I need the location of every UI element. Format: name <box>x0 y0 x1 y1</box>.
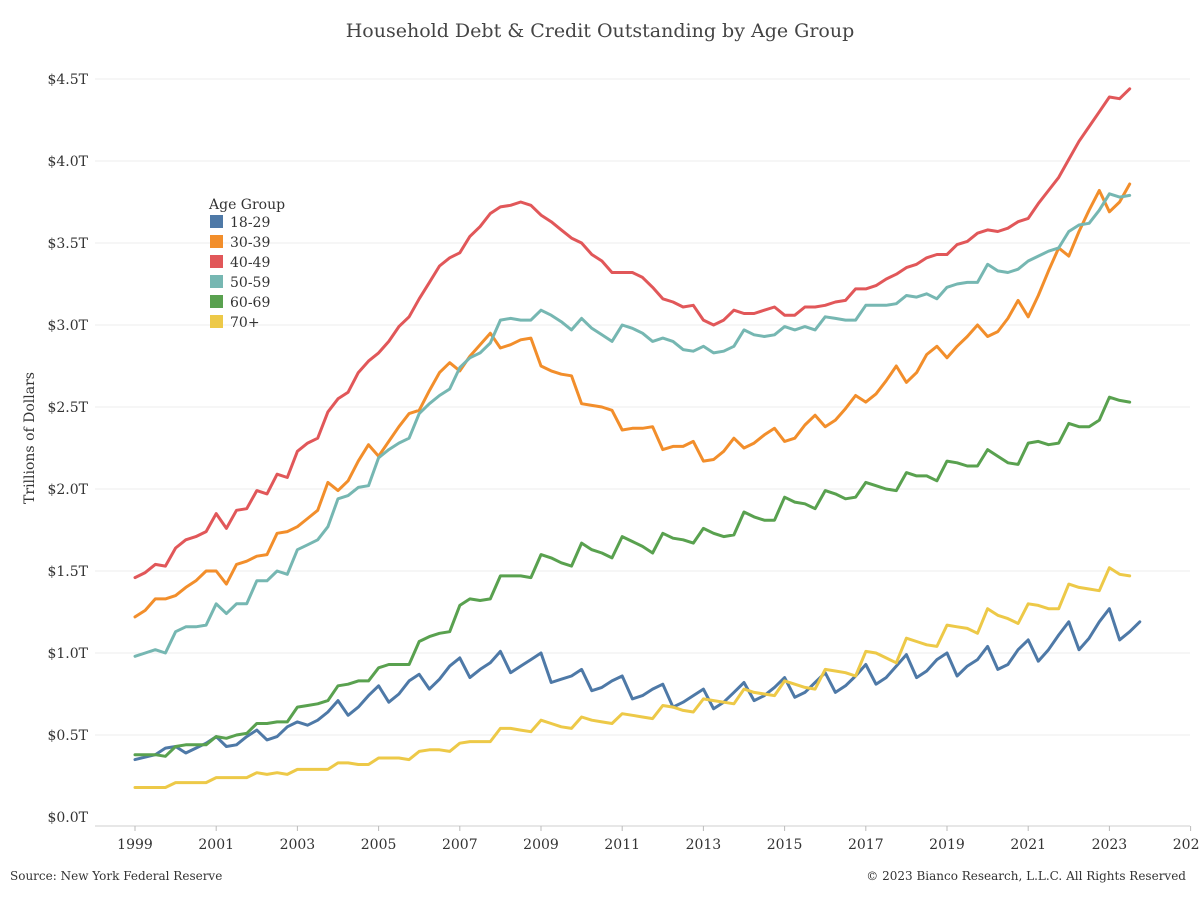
legend-label-60-69: 60-69 <box>230 295 270 311</box>
y-tick-label: $1.5T <box>47 564 88 580</box>
series-line-70+ <box>133 566 1132 789</box>
y-tick-label: $2.5T <box>47 400 88 416</box>
y-tick-label: $4.5T <box>47 72 88 88</box>
x-tick-label: 2015 <box>767 837 803 853</box>
y-tick-label: $2.0T <box>47 482 88 498</box>
legend-label-30-39: 30-39 <box>230 235 270 251</box>
x-tick-label: 1999 <box>117 837 153 853</box>
copyright-note: © 2023 Bianco Research, L.L.C. All Right… <box>866 869 1186 883</box>
legend-label-70+: 70+ <box>230 315 260 331</box>
legend-items: 18-29 30-39 40-49 50-59 60-69 70+ <box>210 215 270 331</box>
legend-swatch-18-29 <box>210 215 223 228</box>
x-tick-label: 2009 <box>523 837 559 853</box>
x-tick-label: 2023 <box>1092 837 1128 853</box>
legend-label-50-59: 50-59 <box>230 275 270 291</box>
legend-swatch-40-49 <box>210 255 223 268</box>
series-line-60-69 <box>133 395 1132 758</box>
legend-label-18-29: 18-29 <box>230 215 270 231</box>
x-tick-label: 2003 <box>280 837 316 853</box>
legend-swatch-60-69 <box>210 295 223 308</box>
x-tick-label: 2001 <box>198 837 234 853</box>
y-tick-label: $4.0T <box>47 154 88 170</box>
y-axis-ticks: $0.0T $0.5T $1.0T $1.5T $2.0T $2.5T $3.0T $3.5T… <box>47 72 88 826</box>
y-tick-label: $0.5T <box>47 728 88 744</box>
source-note: Source: New York Federal Reserve <box>10 869 223 883</box>
x-tick-label: 2007 <box>442 837 478 853</box>
x-tick-label: 2019 <box>929 837 965 853</box>
legend: Age Group 18-29 30-39 40-49 50-59 60-69 70+ <box>208 197 285 331</box>
legend-swatch-70+ <box>210 315 223 328</box>
y-tick-label: $0.0T <box>47 810 88 826</box>
chart-title: Household Debt & Credit Outstanding by A… <box>346 20 855 42</box>
series-lines <box>133 87 1142 789</box>
x-tick-label: 2011 <box>604 837 640 853</box>
series-line-40-49 <box>133 87 1132 580</box>
y-tick-label: $1.0T <box>47 646 88 662</box>
x-tick-label: 2013 <box>686 837 722 853</box>
legend-swatch-50-59 <box>210 275 223 288</box>
legend-title: Age Group <box>208 197 285 213</box>
series-line-50-59 <box>133 192 1132 658</box>
y-tick-label: $3.5T <box>47 236 88 252</box>
series-line-30-39 <box>133 182 1132 619</box>
series-line-18-29 <box>133 607 1142 762</box>
x-tick-label: 2005 <box>361 837 397 853</box>
legend-swatch-30-39 <box>210 235 223 248</box>
x-tick-label: 2017 <box>848 837 884 853</box>
x-tick-label: 2021 <box>1010 837 1046 853</box>
x-axis-ticks: 1999 2001 2003 2005 2007 2009 2011 2013 2015 2017… <box>117 826 1200 853</box>
x-tick-label: 2025 <box>1173 837 1200 853</box>
gridlines <box>95 78 1190 736</box>
y-axis-label: Trillions of Dollars <box>22 372 38 504</box>
y-tick-label: $3.0T <box>47 318 88 334</box>
legend-label-40-49: 40-49 <box>230 255 270 271</box>
